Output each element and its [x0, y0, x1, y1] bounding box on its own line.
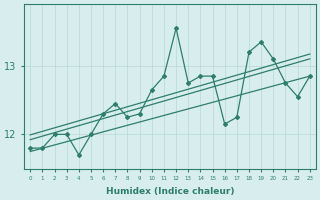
X-axis label: Humidex (Indice chaleur): Humidex (Indice chaleur)	[106, 187, 234, 196]
